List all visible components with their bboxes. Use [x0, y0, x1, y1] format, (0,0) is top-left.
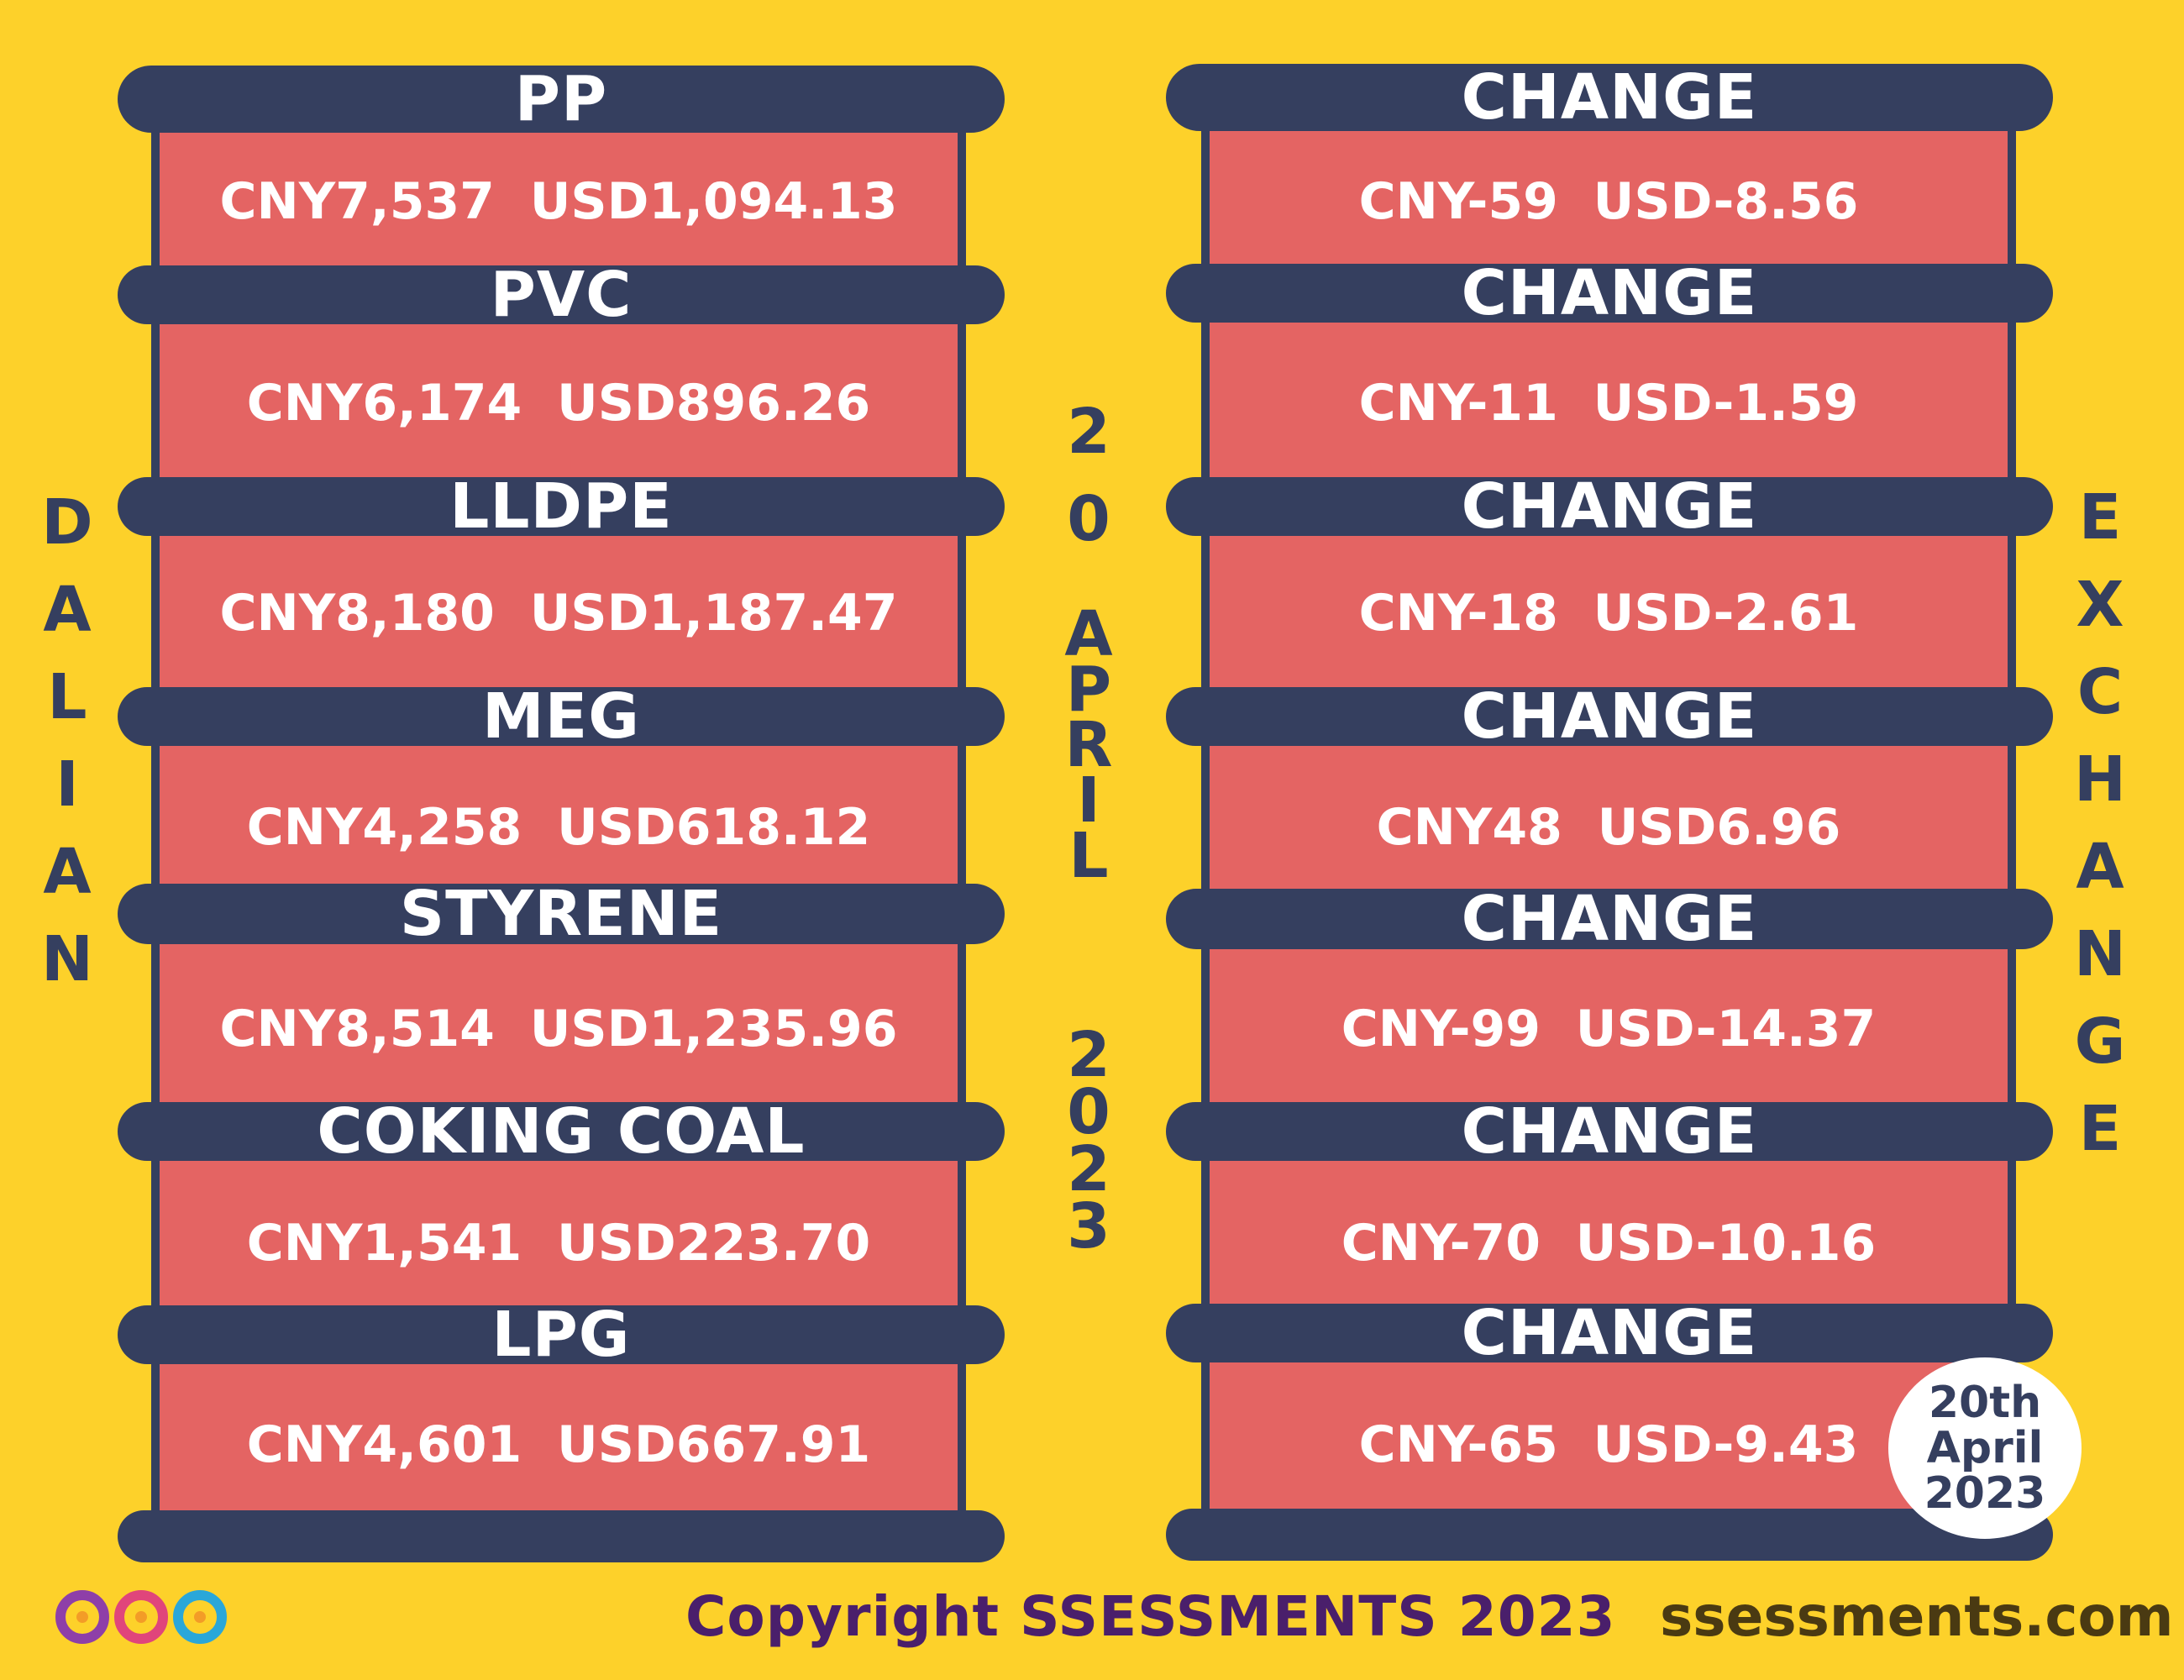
change-header-6: CHANGE — [1166, 1100, 2053, 1163]
exchange-letter: H — [2074, 743, 2126, 816]
exchange-letter: X — [2076, 569, 2124, 641]
change-value-7: CNY-65 USD-9.43 — [1201, 1352, 2016, 1537]
change-header-3: CHANGE — [1166, 475, 2053, 538]
date-year-letter: 2 — [1067, 1019, 1110, 1091]
coking-coal-value: CNY1,541 USD223.70 — [151, 1151, 966, 1336]
dalian-letter: L — [47, 661, 87, 733]
website-link[interactable]: ssessments.com — [1660, 1584, 2174, 1649]
ssessments-logo-icon — [55, 1590, 227, 1644]
date-year-letter: 0 — [1067, 1076, 1110, 1148]
change-value-3: CNY-18 USD-2.61 — [1201, 521, 2016, 706]
dalian-letter: A — [43, 574, 92, 646]
date-day-letter: 0 — [1067, 483, 1110, 555]
left-bottom-bar — [118, 1510, 1005, 1562]
date-year-letter: 3 — [1067, 1190, 1110, 1263]
date-month-letter: R — [1064, 709, 1113, 781]
exchange-letter: G — [2074, 1005, 2126, 1078]
date-month-letter: I — [1077, 764, 1100, 837]
exchange-letter: N — [2074, 918, 2126, 990]
exchange-letter: E — [2078, 1093, 2122, 1165]
date-year-letter: 2 — [1067, 1133, 1110, 1205]
change-header-5: CHANGE — [1166, 888, 2053, 950]
stamp-line-2: April — [1926, 1423, 2044, 1473]
stamp-line-1: 20th — [1928, 1378, 2042, 1428]
lldpe-header: LLDPE — [118, 475, 1005, 538]
lpg-value: CNY4,601 USD667.91 — [151, 1352, 966, 1537]
date-month-letter: L — [1068, 820, 1109, 892]
date-month-letter: P — [1065, 654, 1112, 726]
dalian-letter: A — [43, 836, 92, 908]
styrene-value: CNY8,514 USD1,235.96 — [151, 932, 966, 1126]
exchange-letter: A — [2076, 831, 2124, 903]
change-value-1: CNY-59 USD-8.56 — [1201, 118, 2016, 286]
change-value-5: CNY-99 USD-14.37 — [1201, 932, 2016, 1126]
change-header-7: CHANGE — [1166, 1302, 2053, 1364]
pvc-header: PVC — [118, 264, 1005, 326]
date-day-letter: 2 — [1067, 396, 1110, 468]
right-bottom-bar — [1166, 1509, 2053, 1561]
lldpe-value: CNY8,180 USD1,187.47 — [151, 521, 966, 706]
change-header-2: CHANGE — [1166, 262, 2053, 324]
change-header-1: CHANGE — [1166, 64, 2053, 131]
dalian-letter: I — [55, 748, 79, 821]
exchange-letter: E — [2078, 481, 2122, 554]
change-header-4: CHANGE — [1166, 685, 2053, 748]
coking-coal-header: COKING COAL — [118, 1100, 1005, 1163]
stamp-line-3: 2023 — [1924, 1468, 2046, 1519]
dalian-letter: N — [41, 923, 93, 995]
change-value-2: CNY-11 USD-1.59 — [1201, 311, 2016, 496]
copyright-text: Copyright SSESSMENTS 2023 — [685, 1584, 1616, 1649]
styrene-header: STYRENE — [118, 883, 1005, 945]
pp-header: PP — [118, 66, 1005, 133]
date-month-letter: A — [1064, 598, 1113, 670]
exchange-letter: C — [2076, 656, 2124, 728]
dalian-letter: D — [41, 486, 93, 559]
pvc-value: CNY6,174 USD896.26 — [151, 311, 966, 496]
pp-value: CNY7,537 USD1,094.13 — [151, 118, 966, 286]
date-stamp: 20th April 2023 — [1888, 1357, 2082, 1539]
meg-header: MEG — [118, 685, 1005, 748]
lpg-header: LPG — [118, 1304, 1005, 1366]
